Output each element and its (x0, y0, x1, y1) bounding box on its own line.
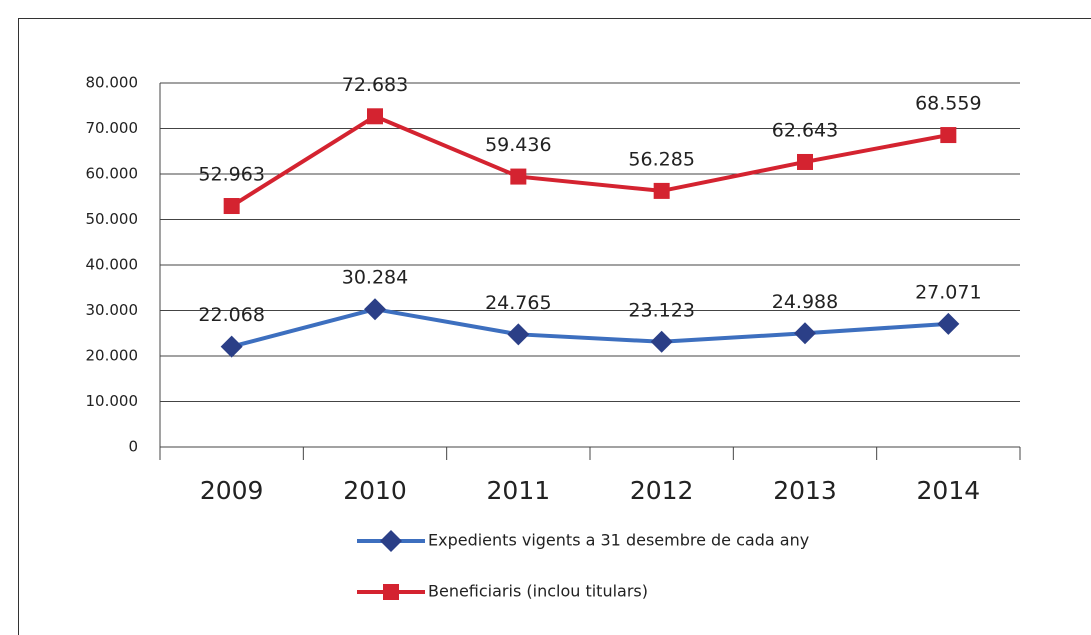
point-marker (510, 168, 527, 185)
point-marker (507, 323, 530, 346)
point-marker (940, 127, 957, 144)
data-label: 24.988 (772, 291, 838, 313)
point-marker (653, 182, 670, 199)
series-line (231, 307, 949, 349)
point-marker (367, 108, 383, 125)
y-tick-label: 80.000 (86, 74, 139, 92)
y-tick-label: 60.000 (86, 165, 139, 183)
x-tick-label: 2013 (773, 476, 837, 505)
data-label: 27.071 (915, 281, 981, 303)
point-marker (220, 335, 243, 358)
y-tick-label: 70.000 (86, 119, 139, 137)
point-marker (223, 198, 240, 215)
data-label: 56.285 (628, 148, 694, 170)
legend-marker (383, 584, 399, 600)
data-label: 24.765 (485, 292, 551, 314)
point-marker (794, 322, 816, 345)
point-marker (650, 330, 673, 353)
data-label: 30.284 (342, 267, 408, 289)
data-label: 22.068 (198, 304, 264, 326)
x-tick-label: 2012 (630, 476, 694, 505)
data-label: 59.436 (485, 134, 551, 156)
point-marker (937, 312, 960, 335)
point-marker (797, 153, 813, 170)
y-tick-label: 10.000 (86, 392, 139, 410)
legend-label: Expedients vigents a 31 desembre de cada… (428, 531, 809, 550)
x-tick-label: 2010 (343, 476, 407, 505)
data-label: 62.643 (772, 119, 838, 141)
x-tick-label: 2009 (200, 476, 264, 505)
data-label: 23.123 (628, 299, 694, 321)
x-tick-label: 2011 (487, 476, 551, 505)
y-tick-label: 40.000 (86, 256, 139, 274)
legend-label: Beneficiaris (inclou titulars) (428, 582, 648, 601)
x-tick-label: 2014 (917, 476, 981, 505)
legend-marker (380, 530, 402, 552)
y-tick-label: 30.000 (86, 301, 139, 319)
y-tick-label: 20.000 (86, 347, 139, 365)
frame (18, 18, 1091, 635)
y-tick-label: 0 (128, 438, 138, 456)
point-marker (364, 298, 386, 321)
y-tick-label: 50.000 (86, 210, 139, 228)
data-label: 72.683 (342, 74, 408, 96)
data-label: 52.963 (198, 164, 264, 186)
data-label: 68.559 (915, 93, 981, 115)
series-line (230, 114, 949, 208)
